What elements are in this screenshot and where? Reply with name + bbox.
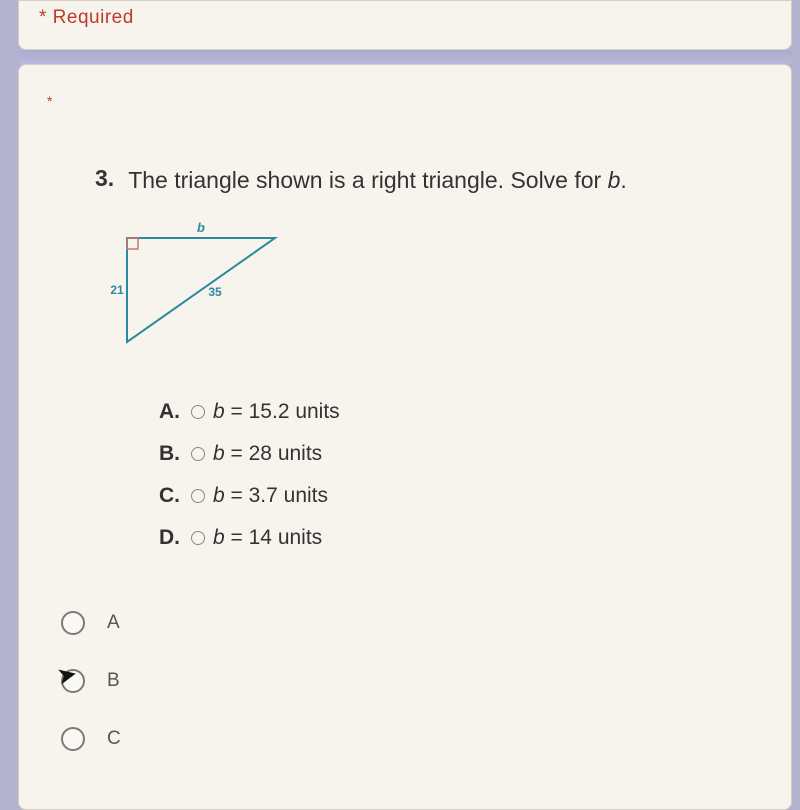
required-asterisk: * — [47, 93, 769, 109]
required-label: * Required — [39, 7, 134, 28]
panel-divider — [18, 50, 792, 64]
radio-label: B — [107, 670, 120, 692]
radio-label: C — [107, 728, 121, 750]
answer-letter: D. — [159, 526, 183, 550]
answer-text: b = 28 units — [213, 442, 322, 466]
radio-icon — [61, 611, 85, 635]
question-number: 3. — [95, 165, 114, 196]
question-text-pre: The triangle shown is a right triangle. … — [128, 167, 607, 193]
answer-radio-icon — [191, 531, 205, 545]
form-radio-a[interactable]: A — [61, 595, 769, 653]
question-text-post: . — [620, 167, 626, 193]
question-variable: b — [608, 167, 621, 193]
header-panel: * Required — [18, 0, 792, 50]
question-panel: * 3. The triangle shown is a right trian… — [18, 64, 792, 810]
radio-label: A — [107, 612, 120, 634]
triangle-figure: b 21 35 — [105, 220, 769, 365]
form-radio-c[interactable]: C — [61, 711, 769, 769]
answer-option: D. b = 14 units — [159, 517, 769, 559]
triangle-label-hyp: 35 — [208, 285, 222, 299]
question-text-row: 3. The triangle shown is a right triangl… — [95, 165, 769, 196]
answer-letter: C. — [159, 484, 183, 508]
form-radio-b[interactable]: B — [61, 653, 769, 711]
triangle-poly — [127, 238, 275, 342]
triangle-label-left: 21 — [110, 283, 124, 297]
triangle-svg: b 21 35 — [105, 220, 295, 360]
answer-letter: A. — [159, 400, 183, 424]
answer-text: b = 3.7 units — [213, 484, 328, 508]
answer-option: B. b = 28 units — [159, 433, 769, 475]
answer-radio-icon — [191, 405, 205, 419]
answer-option: C. b = 3.7 units — [159, 475, 769, 517]
answer-radio-icon — [191, 447, 205, 461]
form-radio-list: A B C — [61, 595, 769, 769]
answer-options: A. b = 15.2 units B. b = 28 units C. b =… — [159, 391, 769, 559]
question-text: The triangle shown is a right triangle. … — [128, 165, 627, 196]
right-angle-mark — [127, 238, 138, 249]
answer-text: b = 14 units — [213, 526, 322, 550]
answer-text: b = 15.2 units — [213, 400, 340, 424]
radio-icon — [61, 727, 85, 751]
triangle-label-top: b — [197, 220, 205, 235]
answer-radio-icon — [191, 489, 205, 503]
answer-option: A. b = 15.2 units — [159, 391, 769, 433]
answer-letter: B. — [159, 442, 183, 466]
